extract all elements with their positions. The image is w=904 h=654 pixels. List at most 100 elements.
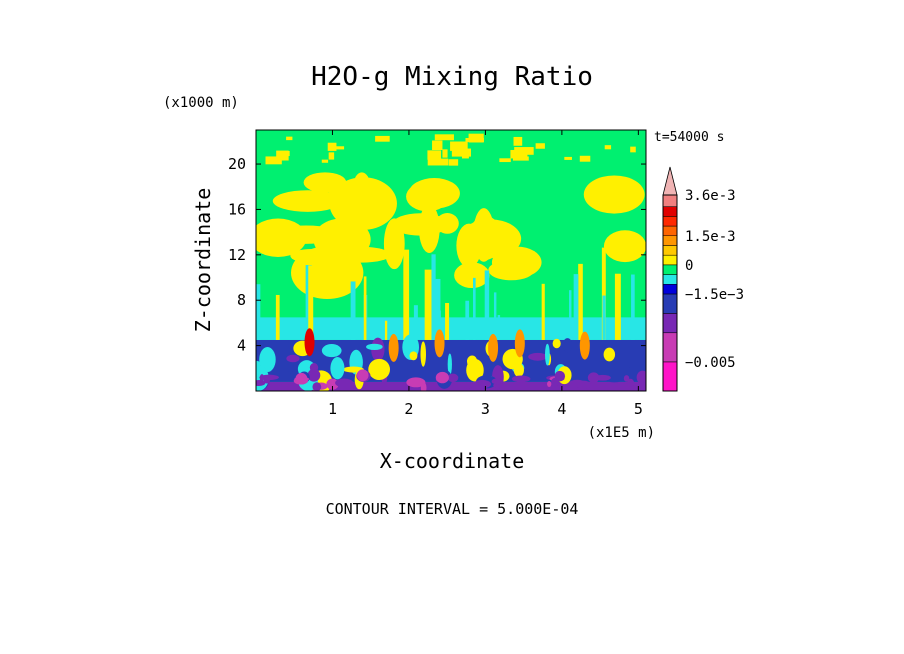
y-tick-label: 12 (228, 246, 246, 264)
plume-core (434, 329, 445, 358)
colorbar-segment (662, 284, 678, 295)
convective-cell (307, 368, 321, 382)
colorbar-segment (662, 274, 678, 285)
x-tick-label: 1 (328, 400, 337, 418)
chart-title: H2O-g Mixing Ratio (311, 62, 593, 92)
colorbar-label: −0.005 (685, 355, 736, 371)
plume-core (488, 333, 499, 362)
top-cell (448, 159, 459, 166)
convective-cell (259, 347, 276, 373)
y-units: (x1000 m) (163, 95, 239, 111)
y-tick-label: 4 (237, 337, 246, 355)
colorbar-segment (662, 293, 678, 314)
top-cell (427, 158, 449, 166)
top-cell (535, 143, 545, 149)
x-tick-label: 3 (481, 400, 490, 418)
colorbar-frame (662, 194, 678, 392)
top-cell (499, 158, 511, 163)
x-tick-label: 4 (557, 400, 566, 418)
convective-cell (552, 338, 561, 349)
base-cell (312, 382, 322, 391)
colorbar-label: 1.5e-3 (685, 229, 736, 245)
region-band (256, 381, 646, 391)
base-cell (435, 371, 449, 384)
colorbar-segment (662, 332, 678, 363)
colorbar-segment (662, 313, 678, 334)
base-cell (326, 378, 339, 390)
plume-core (304, 328, 315, 357)
plume-stalk (578, 263, 583, 340)
y-tick-label: 20 (228, 155, 246, 173)
top-cell (450, 141, 468, 151)
top-cell (276, 150, 289, 161)
contour-interval-note: CONTOUR INTERVAL = 5.000E-04 (326, 500, 579, 518)
anvil-cell (313, 218, 371, 261)
anvil-cell (583, 175, 645, 214)
base-cell (511, 375, 531, 383)
top-cell (434, 134, 454, 141)
plume-stalk (424, 269, 432, 340)
convective-cell (528, 352, 548, 361)
top-cell (334, 146, 345, 150)
y-tick-label: 16 (228, 200, 246, 218)
colorbar-segment (662, 194, 678, 207)
convective-cell (617, 348, 635, 369)
anvil-cell (454, 262, 490, 289)
convective-cell (466, 355, 478, 368)
base-cell (547, 380, 552, 388)
plume-stalk (541, 283, 545, 340)
plume-stalk (350, 281, 356, 340)
colorbar-label: −1.5e−3 (685, 287, 744, 303)
top-cell (375, 135, 390, 142)
convective-cell (420, 341, 426, 367)
base-cell (491, 378, 504, 385)
top-cell (630, 146, 636, 153)
colorbar-label: 0 (685, 258, 693, 274)
top-cell (328, 152, 335, 160)
plume-stalk (256, 284, 261, 340)
base-cell (464, 382, 472, 390)
base-cell (259, 374, 265, 382)
convective-cell (605, 373, 624, 383)
colorbar-segment (662, 206, 678, 217)
top-cell (286, 136, 293, 141)
anvil-cell (383, 218, 405, 270)
top-cell (510, 149, 528, 159)
plume-stalk (601, 247, 606, 340)
base-cell (495, 383, 500, 390)
top-cell (442, 149, 448, 158)
anvil-cell (353, 172, 371, 199)
top-cell (468, 133, 484, 143)
plume-stalk (573, 274, 579, 340)
anvil-cell (272, 190, 343, 212)
plume-stalk (484, 270, 490, 340)
base-cell (335, 378, 354, 388)
field-blobs (256, 133, 646, 391)
top-cell (513, 136, 523, 146)
base-cell (259, 374, 279, 381)
top-cell (327, 142, 337, 151)
colorbar-arrow (662, 166, 678, 196)
base-cell (406, 377, 426, 388)
base-cell (263, 377, 270, 384)
plume-stalk (614, 273, 621, 340)
plume-stalk (431, 254, 436, 340)
plume-stalk (384, 320, 388, 340)
base-cell (615, 382, 630, 391)
convective-cell (330, 357, 345, 380)
colorbar: 3.6e-3 1.5e-3 0 −1.5e−3 −0.005 (662, 166, 744, 392)
plume-core (388, 333, 399, 362)
base-cell (551, 377, 559, 387)
y-axis-label: Z-coordinate (191, 188, 215, 333)
base-cell (256, 380, 266, 387)
y-tick-label: 8 (237, 291, 246, 309)
anvil-cell (473, 208, 495, 262)
colorbar-segment (662, 254, 678, 266)
colorbar-segment (662, 264, 678, 275)
plume-stalk (473, 277, 476, 340)
anvil-cell (408, 178, 460, 209)
base-cell (594, 374, 611, 381)
field-layer (256, 130, 646, 391)
base-cell (568, 379, 586, 388)
